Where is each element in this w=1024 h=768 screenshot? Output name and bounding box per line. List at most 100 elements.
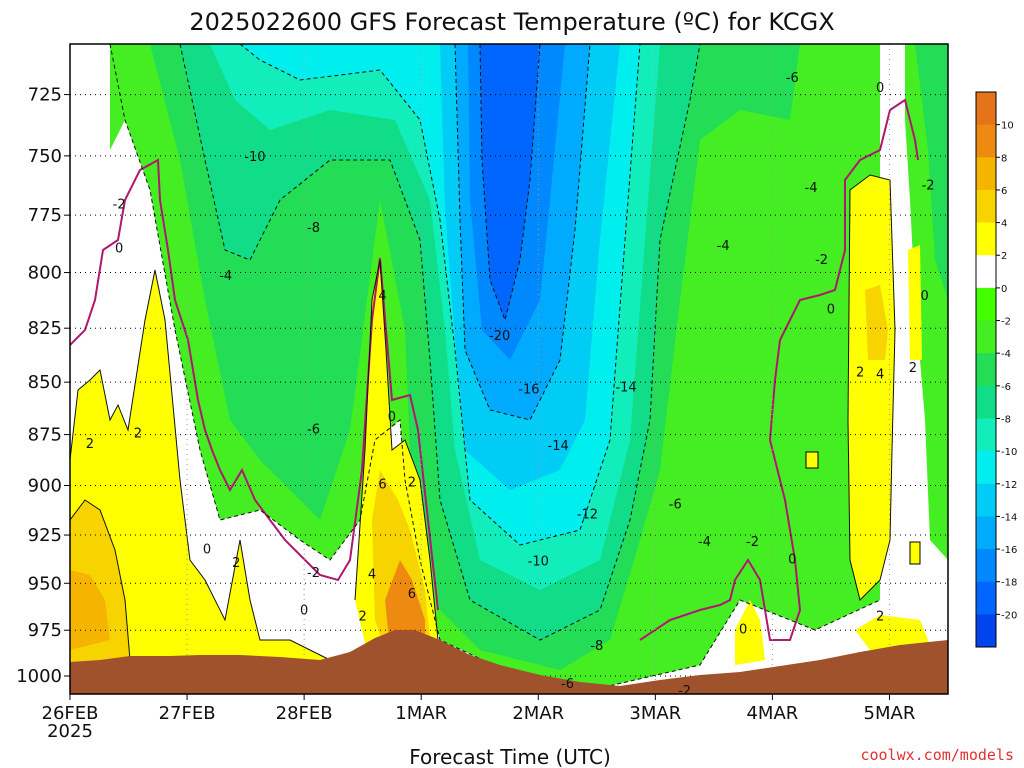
zero-isotherm-left xyxy=(70,158,439,611)
contour-label: 2 xyxy=(856,366,864,381)
contour-label: -6 xyxy=(786,71,799,86)
y-tick-label: 1000 xyxy=(16,666,62,687)
colorbar-swatch xyxy=(976,157,996,191)
field-plus-6-tongue-region xyxy=(385,560,425,650)
colorbar: 10 8 6 4 2 0 -2 -4 -6 -8 -10 -12 -14 -16 -18 -20 xyxy=(975,91,1017,648)
y-axis: 725 750 775 800 825 850 875 900 925 950 975 1000 xyxy=(16,85,70,687)
contour-label: -2 xyxy=(922,179,935,194)
x-tick-label: 2MAR xyxy=(512,703,564,724)
contour-label: 2 xyxy=(359,609,367,624)
contour-minus-20 xyxy=(479,44,541,322)
zero-isotherm-right xyxy=(639,98,919,641)
contour-label: -4 xyxy=(219,269,232,284)
contour-label: -6 xyxy=(669,498,682,513)
field-plus-4-late-region xyxy=(865,285,888,360)
colorbar-tick-label: -2 xyxy=(1001,317,1011,328)
x-tick-label: 26FEB xyxy=(42,703,99,724)
contour-label: 0 xyxy=(115,242,123,257)
colorbar-swatch xyxy=(976,385,996,419)
contour-label: 2 xyxy=(134,427,142,442)
x-tick-year: 2025 xyxy=(47,721,93,742)
contour-label: -2 xyxy=(113,197,126,212)
contour-label: -20 xyxy=(489,329,510,344)
colorbar-tick-label: -10 xyxy=(1001,447,1017,458)
colorbar-tick-label: 8 xyxy=(1001,153,1007,164)
field-plus-2-bottom2-region xyxy=(855,615,930,650)
field-plus-2-bottom-region xyxy=(735,600,765,665)
y-tick-label: 825 xyxy=(28,318,62,339)
colorbar-swatch xyxy=(976,451,996,485)
colorbar-swatch xyxy=(976,483,996,517)
contour-label: -14 xyxy=(615,380,636,395)
y-tick-label: 900 xyxy=(28,476,62,497)
y-tick-label: 850 xyxy=(28,372,62,393)
contour-label: -2 xyxy=(307,566,320,581)
y-tick-label: 725 xyxy=(28,85,62,106)
colorbar-tick-label: -14 xyxy=(1001,512,1017,523)
contour-label: 2 xyxy=(232,556,240,571)
colorbar-swatch xyxy=(976,287,996,322)
colorbar-tick-label: 2 xyxy=(1001,251,1007,262)
contour-label: -10 xyxy=(528,554,549,569)
contour-minus-8 xyxy=(179,44,701,641)
contour-label: -4 xyxy=(717,239,730,254)
contour-label: -16 xyxy=(518,383,539,398)
y-tick-label: 925 xyxy=(28,525,62,546)
contour-minus-4 xyxy=(109,44,881,689)
colorbar-tick-label: -8 xyxy=(1001,414,1011,425)
colorbar-swatch xyxy=(976,614,996,648)
contour-label: 2 xyxy=(408,475,416,490)
colorbar-swatch xyxy=(976,320,996,354)
y-tick-label: 750 xyxy=(28,146,62,167)
grid xyxy=(70,44,948,694)
colorbar-frame xyxy=(975,91,997,648)
colorbar-swatch xyxy=(976,516,996,550)
contour-label: 0 xyxy=(827,302,835,317)
colorbar-tick-label: -4 xyxy=(1001,349,1011,360)
colorbar-swatch xyxy=(976,353,996,387)
x-tick-label: 4MAR xyxy=(746,703,798,724)
plot-frame xyxy=(69,43,949,695)
field-plus-2-right-region xyxy=(908,245,922,360)
x-tick-label: 5MAR xyxy=(864,703,916,724)
contour-plus-2-tongue xyxy=(354,259,439,641)
x-axis-label: Forecast Time (UTC) xyxy=(409,745,611,768)
contour-label: -2 xyxy=(815,253,828,268)
x-tick-label: 1MAR xyxy=(395,703,447,724)
contour-label: 6 xyxy=(378,478,386,493)
contour-label: -6 xyxy=(561,677,574,692)
credit-link[interactable]: coolwx.com/models xyxy=(860,746,1014,764)
colorbar-swatch xyxy=(976,549,996,583)
field-plus-2-patch xyxy=(805,451,819,469)
contour-minus-16 xyxy=(454,44,591,421)
y-tick-label: 950 xyxy=(28,573,62,594)
colorbar-swatch xyxy=(976,189,996,224)
colorbar-tick-label: 10 xyxy=(1001,121,1014,132)
field-plus-2-patch2 xyxy=(909,541,921,565)
contour-label: 4 xyxy=(368,568,376,583)
contour-label: -2 xyxy=(678,684,691,699)
field-right-green2-region xyxy=(915,44,948,300)
colorbar-swatch xyxy=(976,581,996,615)
contour-label: 4 xyxy=(876,368,884,383)
contour-label: -6 xyxy=(307,422,320,437)
contour-label: -14 xyxy=(548,439,569,454)
colorbar-swatch xyxy=(976,92,996,126)
x-tick-label: 28FEB xyxy=(276,703,333,724)
contour-label: 4 xyxy=(378,289,386,304)
contour-label: 2 xyxy=(909,361,917,376)
contour-label: 2 xyxy=(876,609,884,624)
contour-label: -10 xyxy=(244,150,265,165)
x-tick-label: 27FEB xyxy=(159,703,216,724)
colorbar-tick-label: -12 xyxy=(1001,480,1017,491)
colorbar-tick-label: 4 xyxy=(1001,219,1007,230)
y-tick-label: 975 xyxy=(28,620,62,641)
contour-label: 0 xyxy=(388,410,396,425)
contour-label: 0 xyxy=(876,81,884,96)
chart-title: 2025022600 GFS Forecast Temperature (ºC)… xyxy=(189,8,834,36)
colorbar-swatch xyxy=(976,418,996,452)
contour-label: -4 xyxy=(805,181,818,196)
colorbar-swatch xyxy=(976,222,996,256)
contour-label: 2 xyxy=(86,437,94,452)
